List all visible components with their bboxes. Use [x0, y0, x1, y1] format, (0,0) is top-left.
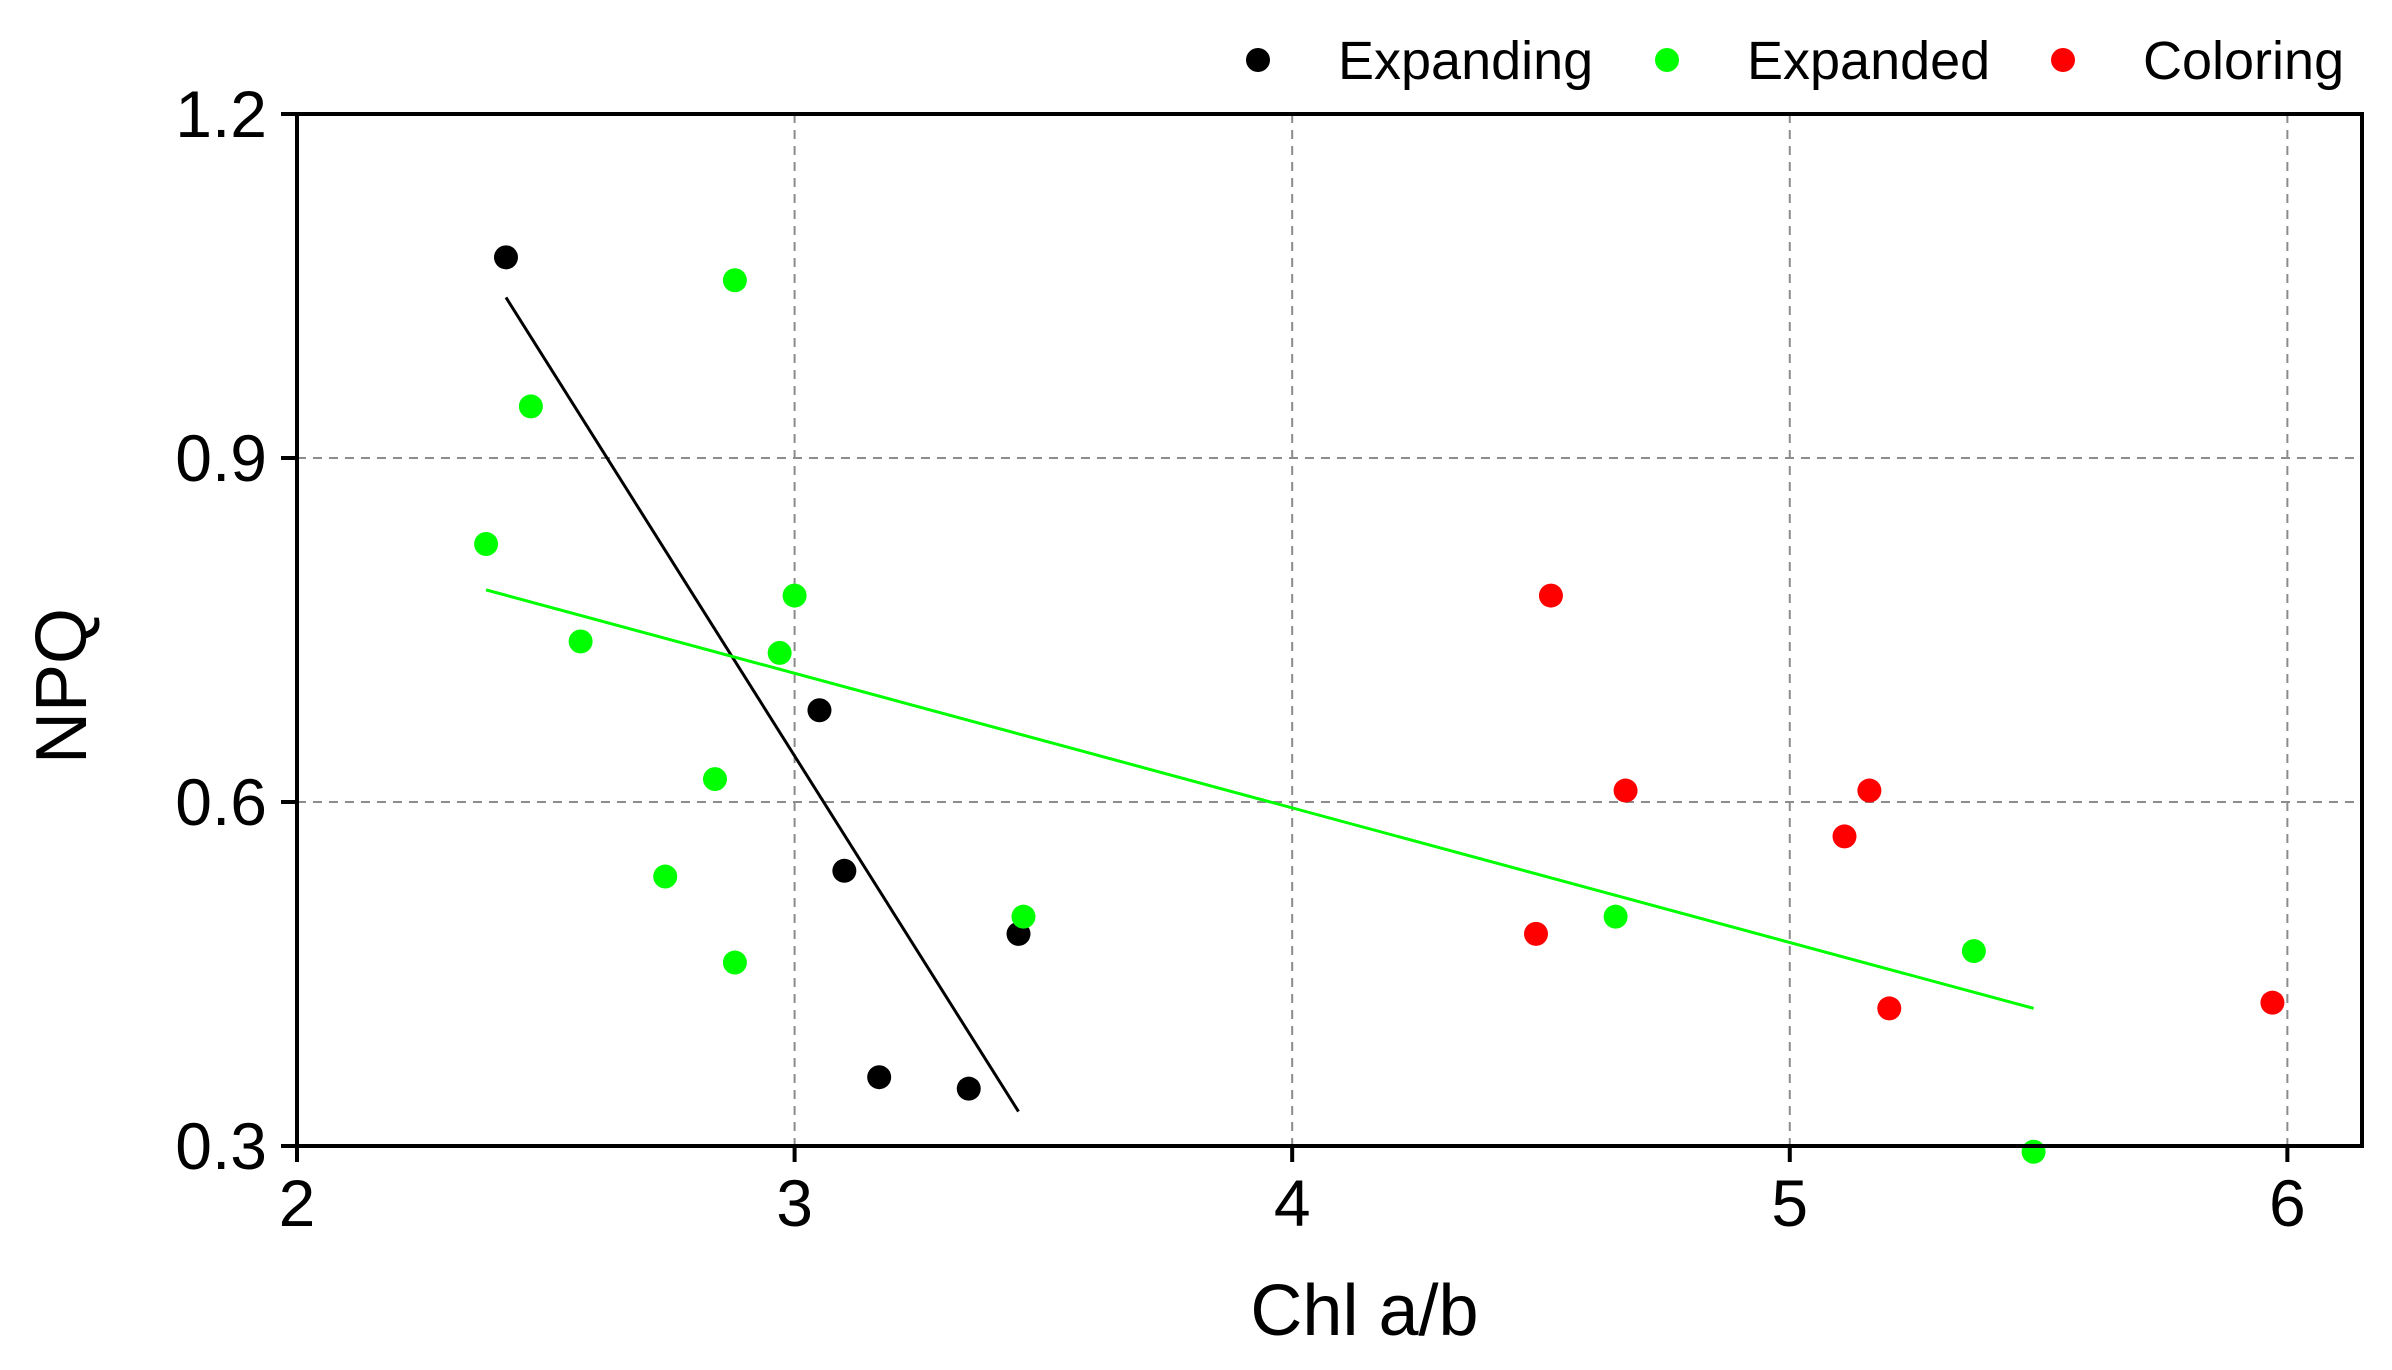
expanded-point	[767, 640, 792, 665]
x-axis-title: Chl a/b	[1250, 1271, 1478, 1351]
coloring-point	[2260, 990, 2285, 1015]
grid-lines	[297, 114, 2362, 1146]
expanded-point	[474, 532, 499, 556]
coloring-point	[1538, 583, 1563, 608]
legend-label-coloring: Coloring	[2143, 31, 2344, 91]
x-tick-label: 6	[2269, 1166, 2306, 1240]
x-tick-label: 3	[776, 1166, 813, 1240]
y-axis-title: NPQ	[22, 608, 102, 764]
expanding-point	[832, 858, 857, 883]
expanding-point	[807, 698, 832, 723]
expanded-point	[722, 268, 747, 293]
expanded-point	[782, 583, 807, 608]
legend-marker-expanding	[1246, 48, 1270, 72]
expanded-point	[1603, 904, 1628, 929]
data-points	[474, 245, 2285, 1164]
legend-marker-expanded	[1655, 48, 1679, 72]
coloring-point	[1877, 996, 1902, 1021]
expanded-point	[2021, 1139, 2046, 1164]
y-tick-label: 0.3	[175, 1109, 267, 1183]
legend-label-expanded: Expanded	[1747, 31, 1990, 91]
legend-label-expanding: Expanding	[1338, 31, 1593, 91]
expanded-point	[702, 767, 727, 792]
legend: Expanding Expanded Coloring	[1246, 31, 2344, 91]
expanded-point	[653, 864, 678, 889]
axis-ticks: 2 3 4 5 6 0.3 0.6 0.9 1.2	[175, 77, 2305, 1240]
x-tick-label: 5	[1771, 1166, 1808, 1240]
expanded-fit-line	[485, 588, 2034, 1010]
expanding-fit-line	[504, 296, 1020, 1113]
expanding-point	[956, 1076, 981, 1101]
legend-marker-coloring	[2051, 48, 2075, 72]
expanded-point	[722, 950, 747, 975]
expanded-point	[1011, 904, 1036, 929]
coloring-point	[1524, 921, 1548, 946]
x-tick-label: 4	[1274, 1166, 1311, 1240]
coloring-point	[1857, 778, 1882, 803]
y-tick-label: 0.9	[175, 421, 267, 495]
coloring-point	[1832, 824, 1857, 849]
y-tick-label: 1.2	[175, 77, 267, 151]
expanding-point	[867, 1065, 892, 1090]
plot-frame	[295, 112, 2364, 1148]
expanded-point	[568, 629, 593, 654]
y-tick-label: 0.6	[175, 765, 267, 839]
expanded-point	[518, 394, 543, 419]
fit-lines	[485, 296, 2034, 1113]
expanding-point	[493, 245, 518, 270]
expanded-point	[1961, 939, 1986, 964]
coloring-point	[1613, 778, 1638, 803]
x-tick-label: 2	[279, 1166, 316, 1240]
